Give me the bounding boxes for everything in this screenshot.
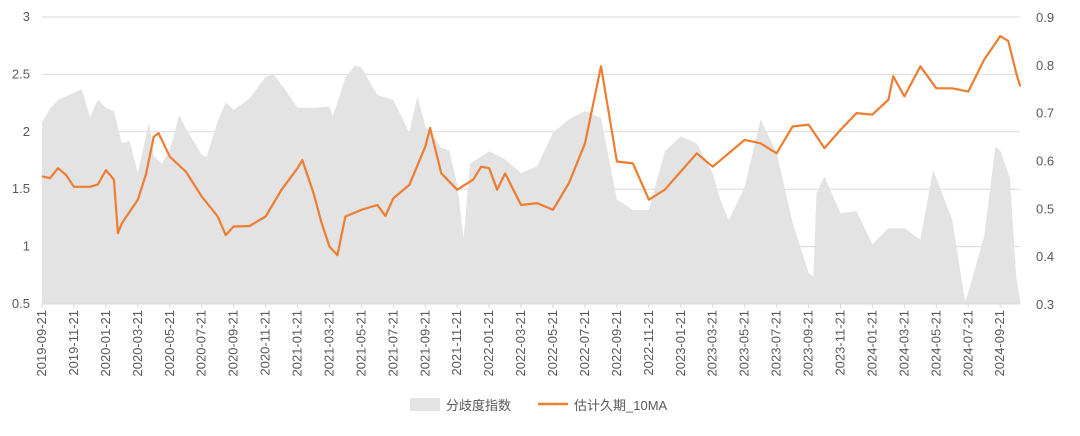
right-tick-label: 0.4 xyxy=(1036,249,1054,264)
left-tick-label: 1 xyxy=(23,239,30,254)
x-tick-label: 2022-07-21 xyxy=(577,310,592,377)
x-tick-label: 2024-07-21 xyxy=(960,310,975,377)
x-axis: 2019-09-21 2019-11-21 2020-01-21 2020-03-21… xyxy=(34,303,1020,377)
line-series-path xyxy=(41,34,1022,257)
x-tick-label: 2020-01-21 xyxy=(98,310,113,377)
x-tick-label: 2024-01-21 xyxy=(864,310,879,377)
x-tick-label: 2020-03-21 xyxy=(130,310,145,377)
right-tick-label: 0.5 xyxy=(1036,201,1054,216)
area-series xyxy=(42,65,1021,304)
x-tick-label: 2021-09-21 xyxy=(417,310,432,377)
left-y-axis: 0.5 1 1.5 2 2.5 3 xyxy=(12,9,30,311)
right-tick-label: 0.6 xyxy=(1036,154,1054,169)
x-tick-label: 2023-01-21 xyxy=(673,310,688,377)
x-tick-label: 2023-03-21 xyxy=(705,310,720,377)
right-tick-label: 0.9 xyxy=(1036,10,1054,25)
x-tick-label: 2023-05-21 xyxy=(737,310,752,377)
legend-label-line: 估计久期_10MA xyxy=(574,398,668,413)
left-tick-label: 1.5 xyxy=(12,181,30,196)
legend-swatch-area xyxy=(410,398,440,411)
x-tick-label: 2022-09-21 xyxy=(609,310,624,377)
x-tick-label: 2023-09-21 xyxy=(801,310,816,377)
x-tick-label: 2023-11-21 xyxy=(833,310,848,376)
x-tick-label: 2019-11-21 xyxy=(66,310,81,376)
left-tick-label: 3 xyxy=(23,9,30,24)
x-tick-label: 2022-11-21 xyxy=(641,310,656,376)
right-tick-label: 0.3 xyxy=(1036,297,1054,312)
area-series-fill xyxy=(42,65,1021,304)
legend-label-area: 分歧度指数 xyxy=(446,398,511,413)
legend: 分歧度指数 估计久期_10MA xyxy=(410,398,668,413)
x-tick-label: 2021-03-21 xyxy=(321,310,336,377)
left-tick-label: 0.5 xyxy=(12,296,30,311)
line-series xyxy=(41,34,1022,257)
x-tick-label: 2024-05-21 xyxy=(928,310,943,377)
x-tick-label: 2024-03-21 xyxy=(896,310,911,377)
x-tick-label: 2022-03-21 xyxy=(513,310,528,377)
x-tick-label: 2020-09-21 xyxy=(226,310,241,377)
x-tick-label: 2021-01-21 xyxy=(290,310,305,377)
right-tick-label: 0.7 xyxy=(1036,106,1054,121)
x-tick-label: 2020-07-21 xyxy=(194,310,209,377)
right-y-axis: 0.3 0.4 0.5 0.6 0.7 0.8 0.9 xyxy=(1036,10,1054,312)
left-tick-label: 2.5 xyxy=(12,66,30,81)
x-tick-label: 2024-09-21 xyxy=(992,310,1007,377)
x-tick-label: 2022-01-21 xyxy=(481,310,496,377)
x-tick-label: 2020-11-21 xyxy=(258,310,273,376)
right-tick-label: 0.8 xyxy=(1036,58,1054,73)
x-tick-label: 2021-11-21 xyxy=(449,310,464,376)
x-tick-label: 2021-05-21 xyxy=(353,310,368,377)
x-tick-label: 2023-07-21 xyxy=(769,310,784,377)
x-tick-label: 2022-05-21 xyxy=(545,310,560,377)
x-tick-label: 2020-05-21 xyxy=(162,310,177,377)
left-tick-label: 2 xyxy=(23,124,30,139)
x-tick-label: 2019-09-21 xyxy=(34,310,49,377)
x-tick-label: 2021-07-21 xyxy=(385,310,400,377)
